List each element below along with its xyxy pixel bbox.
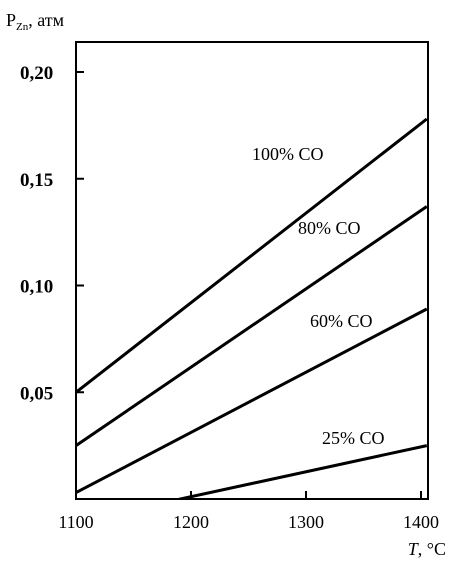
- y-axis-title-sub: Zn: [16, 21, 29, 33]
- x-axis-title: T, °C: [408, 539, 446, 559]
- x-axis-title-unit: , °C: [418, 539, 446, 559]
- x-tick-label: 1300: [288, 512, 324, 532]
- y-tick-label: 0,10: [20, 277, 53, 298]
- x-tick-label: 1400: [403, 512, 439, 532]
- y-axis-title: PZn, атм: [6, 10, 64, 33]
- axis-ticks: 0,05 0,10 0,15 0,20 1100 1200 1300 1400: [20, 63, 439, 532]
- y-axis-title-main: P: [6, 10, 16, 30]
- series-label-4: 25% CO: [322, 428, 385, 448]
- x-tick-label: 1200: [173, 512, 209, 532]
- y-axis-title-unit: , атм: [28, 10, 64, 30]
- x-tick-label: 1100: [58, 512, 93, 532]
- series-line-4: [173, 444, 428, 499]
- series-line-1: [76, 117, 428, 394]
- series-line-3: [76, 307, 428, 494]
- y-tick-label: 0,05: [20, 383, 53, 404]
- series-line-2: [76, 205, 428, 447]
- y-tick-label: 0,15: [20, 170, 53, 191]
- series-label-1: 100% CO: [252, 144, 324, 164]
- y-tick-label: 0,20: [20, 63, 53, 84]
- series-lines: 100% CO 80% CO 60% CO 25% CO: [76, 117, 428, 499]
- plot-frame: [75, 41, 429, 500]
- x-axis-title-symbol: T: [408, 539, 420, 559]
- series-label-3: 60% CO: [310, 311, 373, 331]
- series-label-2: 80% CO: [298, 218, 361, 238]
